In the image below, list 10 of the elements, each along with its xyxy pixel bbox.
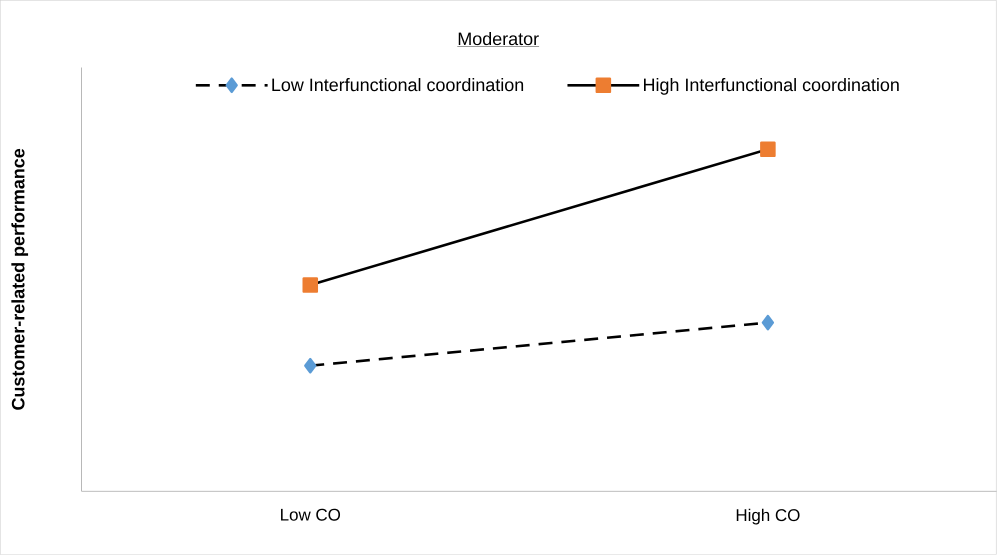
point (304, 358, 316, 374)
legend-label: Low Interfunctional coordination (272, 78, 524, 92)
point (760, 142, 776, 158)
point (762, 314, 774, 331)
x-tick-label: High CO (736, 508, 800, 525)
x-tick-label: Low CO (281, 508, 340, 521)
point (302, 277, 318, 293)
y-axis-title: Customer-related performance (11, 149, 28, 410)
legend-label: High Interfunctional coordination (644, 78, 899, 95)
chart-title: Moderator (458, 32, 539, 46)
